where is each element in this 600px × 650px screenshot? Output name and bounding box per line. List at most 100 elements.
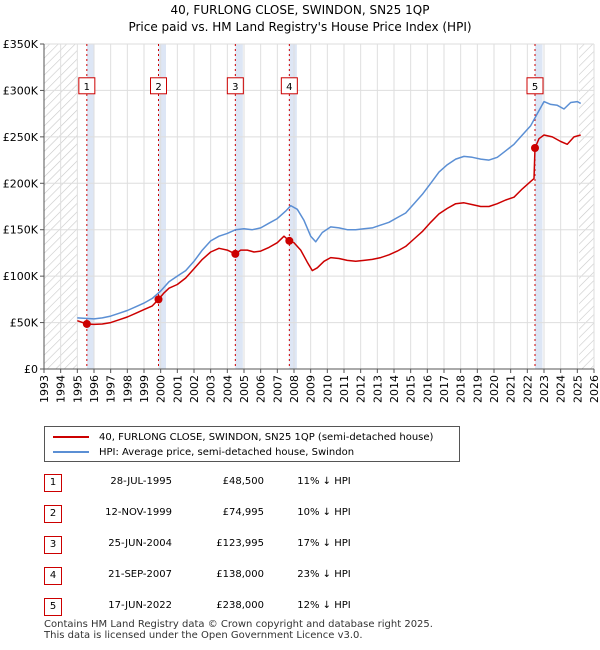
- x-tick-label: 2009: [305, 375, 318, 403]
- transaction-date: 28-JUL-1995: [110, 476, 172, 487]
- x-tick-label: 2020: [488, 375, 501, 403]
- transaction-price: £74,995: [222, 507, 264, 518]
- sale-label-text: 4: [286, 82, 292, 93]
- x-tick-label: 2013: [371, 375, 384, 403]
- x-tick-label: 2014: [388, 375, 401, 403]
- sale-band: [535, 44, 543, 369]
- x-tick-label: 2000: [155, 375, 168, 403]
- sale-point: [231, 249, 240, 258]
- sale-label-text: 3: [232, 82, 238, 93]
- x-tick-label: 2017: [438, 375, 451, 403]
- footer-line-1: Contains HM Land Registry data © Crown c…: [44, 619, 433, 630]
- price-chart: 1 2 3 4 5 1993 1994 1995 1996 1997 1998 1999 2000 20…: [3, 38, 600, 403]
- x-tick-label: 2018: [455, 375, 468, 403]
- x-tick-label: 2026: [588, 375, 600, 403]
- series-line-hpi: [77, 100, 582, 320]
- x-tick-label: 1995: [71, 375, 84, 403]
- x-tick-label: 2012: [355, 375, 368, 403]
- y-tick-label: £350K: [3, 38, 39, 51]
- transaction-date: 12-NOV-1999: [105, 507, 172, 518]
- x-tick-label: 2021: [505, 375, 518, 403]
- table-row: 3 25-JUN-2004 £123,995 17% ↓ HPI: [44, 536, 504, 554]
- table-row: 5 17-JUN-2022 £238,000 12% ↓ HPI: [44, 598, 504, 616]
- table-row: 1 28-JUL-1995 £48,500 11% ↓ HPI: [44, 474, 504, 492]
- sale-label-box: [226, 77, 244, 95]
- sale-band: [158, 44, 166, 369]
- x-tick-label: 2002: [188, 375, 201, 403]
- transaction-hpi-diff: 17% ↓ HPI: [297, 538, 351, 549]
- y-tick-label: £250K: [3, 131, 39, 144]
- sale-label-box: [526, 77, 544, 95]
- legend-label-property: 40, FURLONG CLOSE, SWINDON, SN25 1QP (se…: [99, 431, 434, 443]
- x-tick-label: 1996: [88, 375, 101, 403]
- table-row: 4 21-SEP-2007 £138,000 23% ↓ HPI: [44, 567, 504, 585]
- sale-point: [82, 319, 91, 328]
- x-tick-label: 1994: [55, 375, 68, 403]
- y-tick-label: £300K: [3, 84, 39, 97]
- transaction-price: £138,000: [216, 569, 264, 580]
- x-tick-label: 2019: [471, 375, 484, 403]
- hatched-region-after: [579, 44, 594, 369]
- x-tick-label: 2024: [555, 375, 568, 403]
- x-tick-label: 1997: [105, 375, 118, 403]
- x-tick-label: 1998: [121, 375, 134, 403]
- transaction-number: 2: [44, 505, 62, 523]
- transaction-date: 21-SEP-2007: [108, 569, 172, 580]
- x-tick-label: 2016: [421, 375, 434, 403]
- transaction-hpi-diff: 10% ↓ HPI: [297, 507, 351, 518]
- transaction-date: 25-JUN-2004: [108, 538, 172, 549]
- legend-label-hpi: HPI: Average price, semi-detached house,…: [99, 446, 355, 458]
- sale-label-text: 2: [155, 82, 161, 93]
- transaction-price: £238,000: [216, 600, 264, 611]
- sale-label-text: 5: [532, 82, 538, 93]
- chart-legend: 40, FURLONG CLOSE, SWINDON, SN25 1QP (se…: [44, 426, 460, 462]
- transaction-hpi-diff: 11% ↓ HPI: [297, 476, 351, 487]
- table-row: 2 12-NOV-1999 £74,995 10% ↓ HPI: [44, 505, 504, 523]
- footer-line-2: This data is licensed under the Open Gov…: [44, 630, 363, 641]
- x-tick-label: 2010: [321, 375, 334, 403]
- sale-point: [285, 236, 294, 245]
- sale-label-box: [150, 77, 167, 95]
- y-tick-label: £0: [24, 363, 38, 376]
- x-tick-label: 2023: [538, 375, 551, 403]
- transaction-hpi-diff: 12% ↓ HPI: [297, 600, 351, 611]
- x-tick-label: 2011: [338, 375, 351, 403]
- transaction-date: 17-JUN-2022: [108, 600, 172, 611]
- chart-title-block: 40, FURLONG CLOSE, SWINDON, SN25 1QP Pri…: [0, 2, 600, 36]
- sale-point: [531, 144, 539, 152]
- x-tick-label: 2006: [255, 375, 268, 403]
- legend-item-property: 40, FURLONG CLOSE, SWINDON, SN25 1QP (se…: [53, 430, 433, 444]
- sale-label-box: [280, 77, 298, 95]
- x-tick-label: 2025: [571, 375, 584, 403]
- sale-band: [86, 44, 95, 369]
- x-tick-label: 2007: [271, 375, 284, 403]
- y-tick-label: £200K: [3, 177, 39, 190]
- legend-swatch-hpi: [53, 451, 89, 453]
- y-tick-label: £100K: [3, 270, 39, 283]
- y-tick-label: £50K: [10, 317, 39, 330]
- x-tick-label: 2008: [288, 375, 301, 403]
- x-tick-label: 1999: [138, 375, 151, 403]
- transaction-hpi-diff: 23% ↓ HPI: [297, 569, 351, 580]
- chart-subtitle: Price paid vs. HM Land Registry's House …: [128, 20, 472, 34]
- transaction-number: 1: [44, 474, 62, 492]
- transaction-price: £123,995: [216, 538, 264, 549]
- sale-label-box: [78, 77, 96, 95]
- y-tick-label: £150K: [3, 224, 39, 237]
- footer-attribution: Contains HM Land Registry data © Crown c…: [44, 619, 433, 641]
- sale-label-text: 1: [84, 82, 90, 93]
- transaction-number: 3: [44, 536, 62, 554]
- transaction-price: £48,500: [222, 476, 264, 487]
- transaction-number: 5: [44, 598, 62, 616]
- x-tick-label: 2003: [205, 375, 218, 403]
- x-tick-label: 1993: [38, 375, 51, 403]
- chart-title: 40, FURLONG CLOSE, SWINDON, SN25 1QP: [170, 3, 430, 17]
- sale-point: [154, 295, 163, 304]
- series-line-property: [77, 134, 581, 326]
- sale-band: [235, 44, 243, 369]
- legend-item-hpi: HPI: Average price, semi-detached house,…: [53, 445, 354, 459]
- x-tick-label: 2022: [521, 375, 534, 403]
- transaction-number: 4: [44, 567, 62, 585]
- x-tick-label: 2005: [238, 375, 251, 403]
- legend-swatch-property: [53, 436, 89, 438]
